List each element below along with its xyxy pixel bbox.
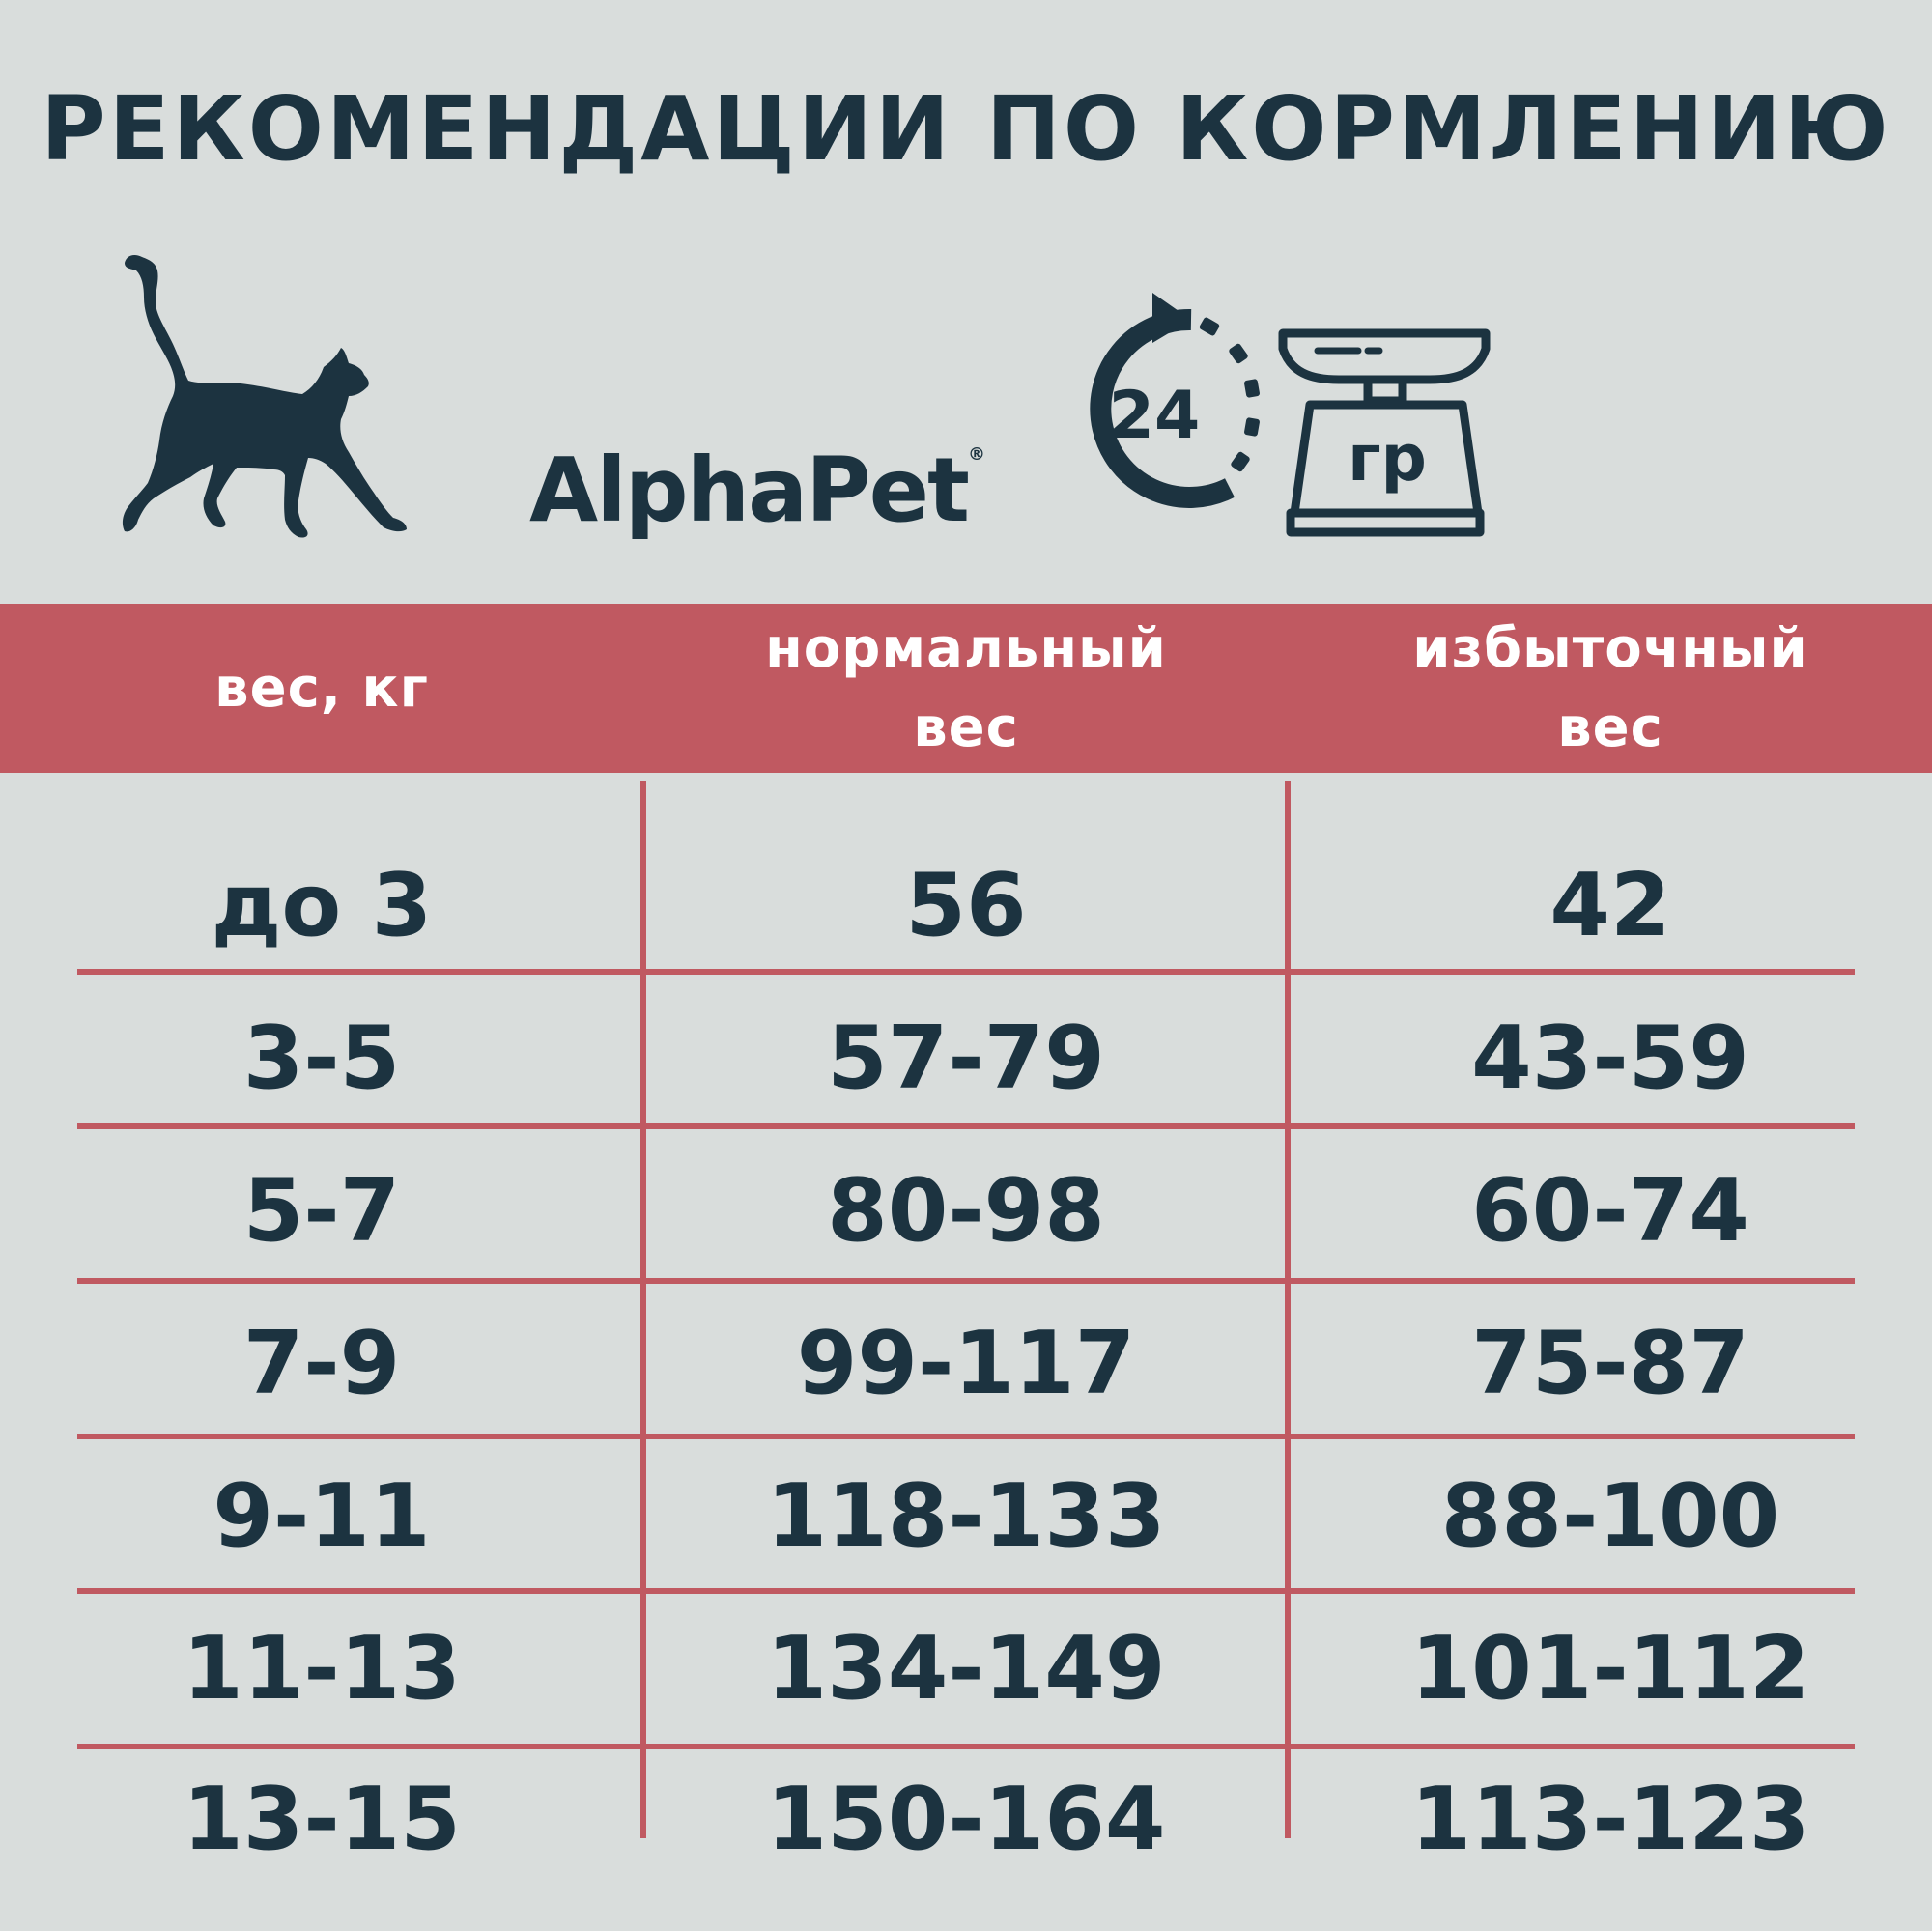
row-divider bbox=[77, 1123, 1855, 1129]
column-divider bbox=[1285, 781, 1291, 1838]
cell-normal: 118-133 bbox=[766, 1464, 1166, 1567]
cell-normal: 150-164 bbox=[766, 1768, 1166, 1870]
cell-overweight: 75-87 bbox=[1471, 1312, 1749, 1414]
cell-weight: 9-11 bbox=[213, 1464, 431, 1567]
cell-normal: 134-149 bbox=[766, 1617, 1166, 1719]
cell-normal: 80-98 bbox=[827, 1159, 1105, 1262]
row-divider bbox=[77, 1744, 1855, 1749]
cell-normal: 56 bbox=[905, 854, 1027, 956]
cell-weight: 7-9 bbox=[242, 1312, 401, 1414]
cell-overweight: 88-100 bbox=[1440, 1464, 1780, 1567]
table-header: вес, кг нормальный вес избыточный вес bbox=[0, 604, 1932, 773]
registered-mark: ® bbox=[967, 444, 985, 465]
cell-weight: 5-7 bbox=[242, 1159, 401, 1262]
row-divider bbox=[77, 969, 1855, 975]
cell-normal: 57-79 bbox=[827, 1007, 1105, 1109]
cell-overweight: 43-59 bbox=[1471, 1007, 1749, 1109]
column-divider bbox=[640, 781, 646, 1838]
cell-weight: до 3 bbox=[211, 854, 433, 956]
header-normal-weight: нормальный вес bbox=[765, 617, 1167, 759]
cell-overweight: 42 bbox=[1549, 854, 1671, 956]
cell-normal: 99-117 bbox=[796, 1312, 1136, 1414]
header-weight: вес, кг bbox=[214, 656, 429, 720]
row-divider bbox=[77, 1278, 1855, 1284]
cell-overweight: 113-123 bbox=[1410, 1768, 1810, 1870]
cat-silhouette-icon bbox=[122, 255, 408, 538]
cell-weight: 3-5 bbox=[242, 1007, 401, 1109]
row-divider bbox=[77, 1434, 1855, 1439]
cell-overweight: 101-112 bbox=[1410, 1617, 1810, 1719]
24h-clock-icon: 24 bbox=[1090, 293, 1260, 508]
brand-logo: AlphaPet® bbox=[529, 446, 985, 535]
brand-name: AlphaPet bbox=[529, 439, 970, 542]
cell-overweight: 60-74 bbox=[1471, 1159, 1749, 1262]
header-overweight: избыточный вес bbox=[1412, 617, 1808, 759]
cell-weight: 13-15 bbox=[183, 1768, 461, 1870]
cell-weight: 11-13 bbox=[183, 1617, 461, 1719]
row-divider bbox=[77, 1588, 1855, 1594]
page-title: РЕКОМЕНДАЦИИ ПО КОРМЛЕНИЮ bbox=[41, 77, 1891, 181]
kitchen-scale-icon: гр bbox=[1278, 328, 1491, 537]
clock-label: 24 bbox=[1109, 378, 1201, 454]
scale-label: гр bbox=[1348, 421, 1427, 496]
